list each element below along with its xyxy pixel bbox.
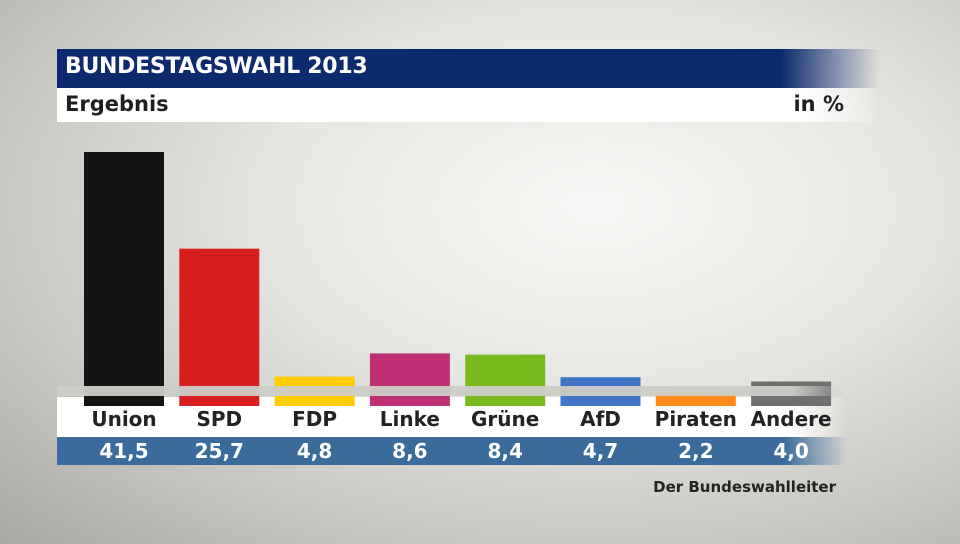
bar-grüne xyxy=(465,354,546,406)
value-label: 4,8 xyxy=(296,439,333,463)
value-label: 4,7 xyxy=(582,439,619,463)
category-label: FDP xyxy=(292,407,338,431)
value-label: 41,5 xyxy=(99,439,149,463)
bar-union xyxy=(84,152,164,406)
value-label: 4,0 xyxy=(773,439,809,463)
category-label: AfD xyxy=(580,407,621,431)
title-bar: BUNDESTAGSWAHL 2013 xyxy=(57,49,880,88)
source-label: Der Bundeswahlleiter xyxy=(653,478,836,496)
bar-spd xyxy=(179,248,260,406)
value-label: 8,6 xyxy=(392,439,428,463)
category-label: Union xyxy=(91,407,157,431)
chart-subtitle: Ergebnis xyxy=(65,92,169,116)
category-label: Piraten xyxy=(654,407,737,431)
value-band xyxy=(57,437,847,465)
unit-label: in % xyxy=(793,92,844,116)
value-label: 25,7 xyxy=(194,439,244,463)
category-label: SPD xyxy=(196,407,243,431)
value-label: 2,2 xyxy=(678,439,714,463)
category-label: Grüne xyxy=(471,407,540,431)
baseline-divider xyxy=(57,386,847,396)
category-label: Andere xyxy=(750,407,832,431)
chart-title: BUNDESTAGSWAHL 2013 xyxy=(65,54,368,79)
category-label: Linke xyxy=(379,407,440,431)
bar-linke xyxy=(369,353,450,406)
value-label: 8,4 xyxy=(487,439,523,463)
subtitle-bar: Ergebnis in % xyxy=(57,88,880,122)
